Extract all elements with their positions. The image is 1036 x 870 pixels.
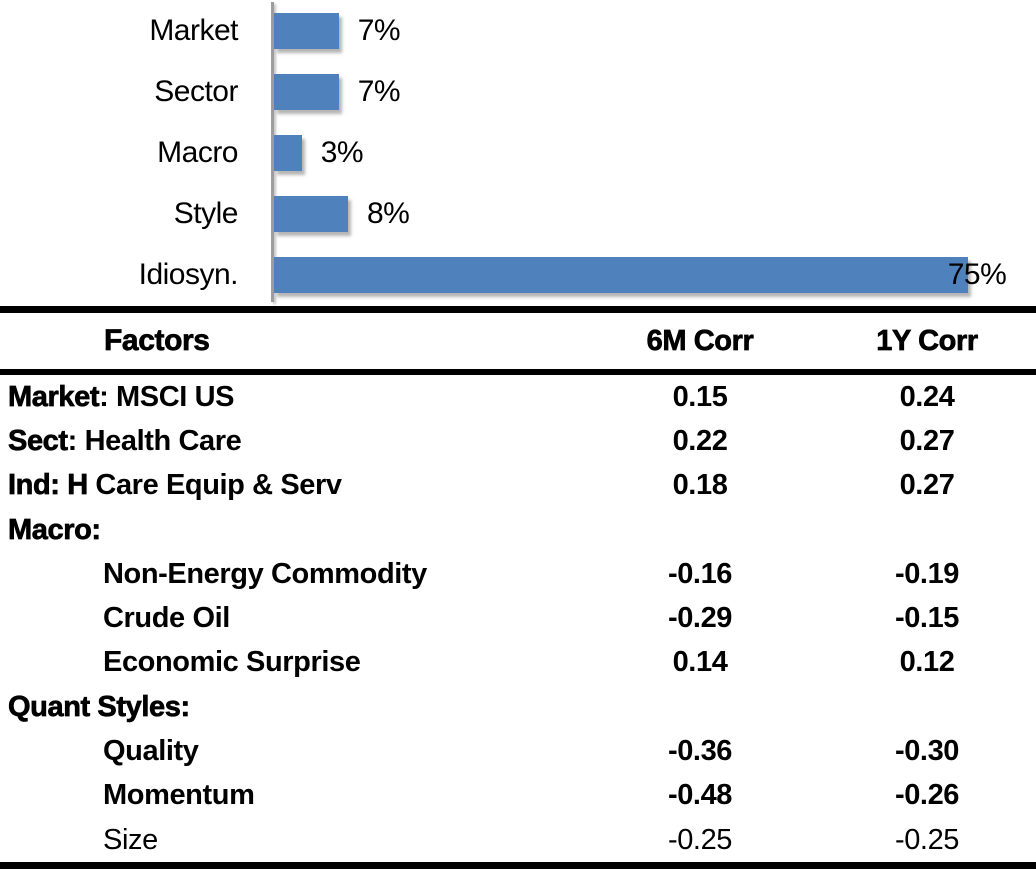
- factor-text: Quality: [103, 735, 199, 768]
- factor-prefix: Macro:: [8, 513, 102, 546]
- axis-line: [271, 2, 274, 302]
- bar-value-label: 7%: [357, 74, 401, 108]
- factor-cell: Non-Energy Commodity: [0, 558, 560, 591]
- table-row: Macro:: [0, 508, 1036, 552]
- chart-plot: 7%: [274, 61, 1036, 122]
- table-header-row: Factors 6M Corr 1Y Corr: [0, 313, 1036, 375]
- bar-value-label: 3%: [320, 136, 364, 169]
- bar: [274, 73, 339, 110]
- column-header-1y-corr: 1Y Corr: [876, 324, 979, 357]
- category-label: Style: [173, 197, 239, 231]
- factor-prefix: Ind: H: [8, 469, 89, 502]
- factor-text: Crude Oil: [103, 602, 230, 635]
- chart-row: Idiosyn. 75%: [0, 245, 1036, 306]
- chart-plot: 3%: [274, 122, 1036, 183]
- factor-cell: Macro:: [0, 513, 560, 547]
- factor-cell: Crude Oil: [0, 602, 560, 635]
- corr-1y-cell: -0.15: [894, 602, 960, 635]
- bar-value-label: 8%: [367, 197, 410, 231]
- corr-1y-cell: 0.27: [899, 469, 955, 502]
- bar-value-label: 75%: [947, 258, 1007, 292]
- table-row: Economic Surprise 0.14 0.12: [0, 641, 1036, 685]
- chart-plot: 8%: [274, 184, 1036, 245]
- table-row: Crude Oil -0.29 -0.15: [0, 596, 1036, 640]
- factor-risk-bar-chart: Market 7% Sector 7% Macro 3% Style 8% Id…: [0, 0, 1036, 306]
- corr-1y-cell: -0.30: [894, 735, 960, 768]
- corr-6m-cell: -0.36: [667, 735, 733, 768]
- category-label: Sector: [154, 74, 238, 108]
- factor-cell: Market: MSCI US: [0, 380, 560, 414]
- corr-1y-cell: -0.26: [894, 779, 960, 812]
- corr-1y-cell: 0.27: [899, 424, 955, 457]
- bar: [274, 135, 302, 171]
- factor-cell: Size: [0, 824, 560, 857]
- corr-1y-cell: -0.19: [894, 557, 960, 590]
- factor-prefix: Quant Styles:: [8, 690, 191, 723]
- factor-prefix: Market: [8, 380, 100, 413]
- corr-6m-cell: -0.16: [667, 557, 733, 590]
- chart-row: Style 8%: [0, 184, 1036, 245]
- chart-plot: 7%: [274, 0, 1036, 61]
- corr-6m-cell: 0.18: [672, 469, 728, 502]
- chart-row: Market 7%: [0, 0, 1036, 61]
- category-label: Market: [149, 13, 238, 47]
- table-row: Quant Styles:: [0, 685, 1036, 729]
- bar-chart-rows: Market 7% Sector 7% Macro 3% Style 8% Id…: [0, 0, 1036, 306]
- table-row: Sect: Health Care 0.22 0.27: [0, 419, 1036, 463]
- table-row: Market: MSCI US 0.15 0.24: [0, 375, 1036, 419]
- corr-6m-cell: -0.48: [667, 779, 733, 812]
- chart-plot: 75%: [274, 245, 1036, 306]
- factor-cell: Momentum: [0, 779, 560, 812]
- factor-cell: Quality: [0, 735, 560, 768]
- corr-6m-cell: 0.22: [672, 424, 728, 457]
- corr-1y-cell: 0.12: [899, 646, 955, 679]
- table-row: Non-Energy Commodity -0.16 -0.19: [0, 552, 1036, 596]
- bar: [274, 257, 968, 294]
- factor-text: : MSCI US: [99, 380, 235, 413]
- bar: [274, 12, 339, 49]
- corr-1y-cell: 0.24: [899, 380, 955, 413]
- corr-6m-cell: 0.14: [672, 646, 728, 679]
- chart-row: Macro 3%: [0, 122, 1036, 183]
- corr-6m-cell: -0.25: [667, 823, 733, 856]
- factor-text: Economic Surprise: [103, 646, 361, 679]
- corr-1y-cell: -0.25: [894, 823, 960, 856]
- factor-text: Momentum: [103, 779, 255, 812]
- chart-row: Sector 7%: [0, 61, 1036, 122]
- table-row: Momentum -0.48 -0.26: [0, 774, 1036, 818]
- corr-6m-cell: -0.29: [667, 602, 733, 635]
- table-body: Market: MSCI US 0.15 0.24 Sect: Health C…: [0, 375, 1036, 862]
- corr-6m-cell: 0.15: [672, 380, 728, 413]
- factor-text: Care Equip & Serv: [87, 469, 342, 502]
- column-header-factors: Factors: [104, 324, 211, 358]
- bar-value-label: 7%: [357, 13, 401, 47]
- factor-text: Non-Energy Commodity: [103, 557, 427, 590]
- column-header-6m-corr: 6M Corr: [646, 324, 754, 357]
- factor-text: : Health Care: [67, 424, 242, 457]
- table-row: Ind: H Care Equip & Serv 0.18 0.27: [0, 464, 1036, 508]
- factor-text: Size: [103, 823, 158, 856]
- factor-cell: Sect: Health Care: [0, 425, 560, 458]
- factor-cell: Quant Styles:: [0, 690, 560, 724]
- table-row: Quality -0.36 -0.30: [0, 729, 1036, 773]
- factor-cell: Economic Surprise: [0, 646, 560, 679]
- table-row: Size -0.25 -0.25: [0, 818, 1036, 862]
- category-label: Idiosyn.: [138, 258, 239, 292]
- factor-cell: Ind: H Care Equip & Serv: [0, 469, 560, 502]
- bar: [274, 196, 348, 233]
- factor-prefix: Sect: [8, 424, 69, 458]
- factor-correlation-table: Factors 6M Corr 1Y Corr Market: MSCI US …: [0, 306, 1036, 870]
- category-label: Macro: [157, 136, 238, 169]
